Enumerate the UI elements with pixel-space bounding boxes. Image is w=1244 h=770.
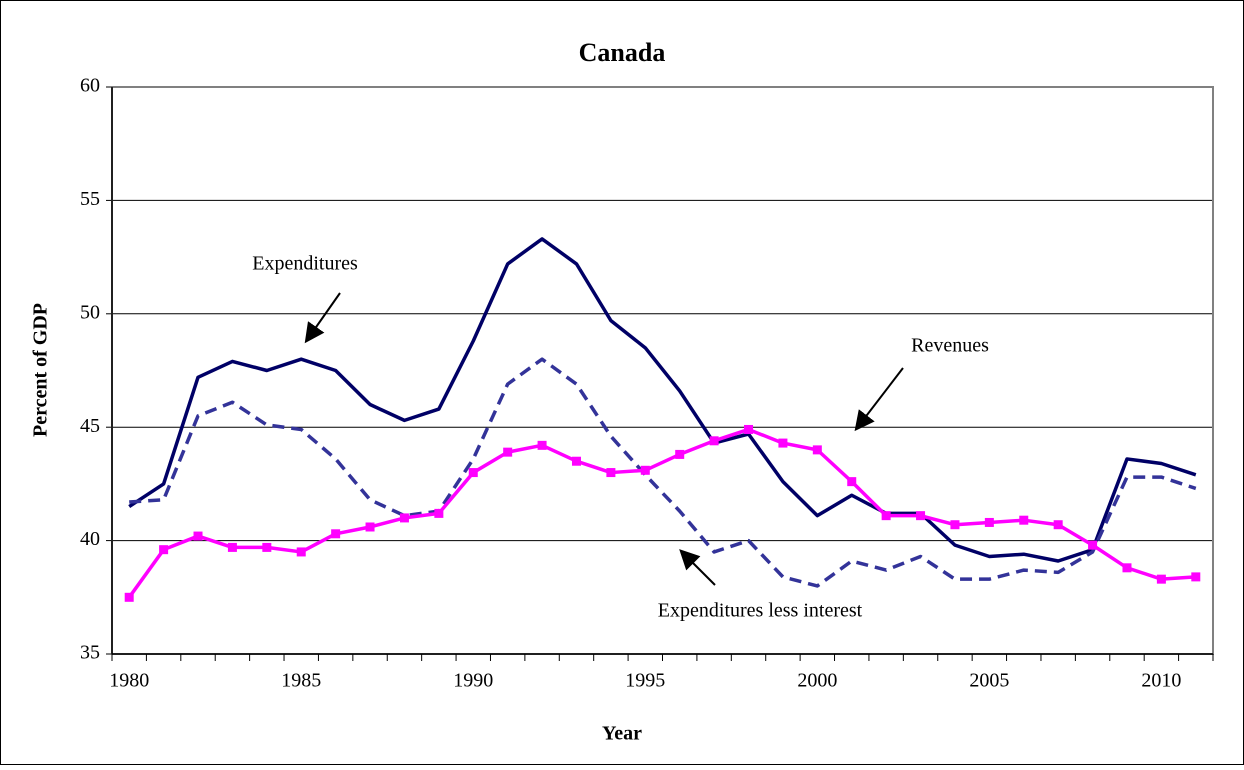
x-tick-label: 1995 [625,670,665,692]
series-line [128,237,1197,563]
y-tick-label: 55 [80,188,100,210]
series-line [129,357,1197,588]
data-point [331,529,341,539]
data-point [709,436,719,446]
chart-title: Canada [579,38,666,67]
y-tick-label: 40 [80,528,100,550]
data-point [124,592,134,602]
data-point [468,468,478,478]
annotation-arrow [679,549,716,586]
data-point [812,445,822,455]
data-point [1053,520,1063,530]
data-point [984,517,994,527]
data-point [1122,563,1132,573]
annotation-arrow [304,292,341,344]
annotation-arrow [854,367,904,432]
data-point [744,424,754,434]
data-point [675,449,685,459]
data-point [778,438,788,448]
data-point [640,465,650,475]
annotation: Expenditures [252,253,358,275]
x-tick-label: 2010 [1141,670,1181,692]
data-point [881,511,891,521]
x-tick-label: 1980 [109,670,149,692]
data-point [434,508,444,518]
data-point [571,456,581,466]
data-point [606,468,616,478]
data-point [296,547,306,557]
y-tick-label: 45 [80,415,100,437]
data-point [1088,540,1098,550]
x-tick-label: 2005 [969,670,1009,692]
data-point [1019,515,1029,525]
data-point [159,545,169,555]
y-tick-label: 50 [80,301,100,323]
data-point [262,542,272,552]
annotation: Expenditures less interest [658,600,863,622]
y-tick-label: 35 [80,642,100,664]
data-point [537,440,547,450]
y-axis-label: Percent of GDP [30,303,52,437]
data-point [1156,574,1166,584]
data-point [916,511,926,521]
data-point [1191,572,1201,582]
y-tick-label: 60 [80,75,100,97]
x-tick-label: 1985 [281,670,321,692]
data-point [399,513,409,523]
x-axis-label: Year [602,723,642,745]
data-point [193,531,203,541]
x-tick-label: 1990 [453,670,493,692]
data-point [365,522,375,532]
series-line [127,427,1196,599]
x-tick-label: 2000 [797,670,837,692]
annotation: Revenues [911,335,989,357]
data-point [227,542,237,552]
data-point [847,477,857,487]
data-point [950,520,960,530]
data-point [503,447,513,457]
